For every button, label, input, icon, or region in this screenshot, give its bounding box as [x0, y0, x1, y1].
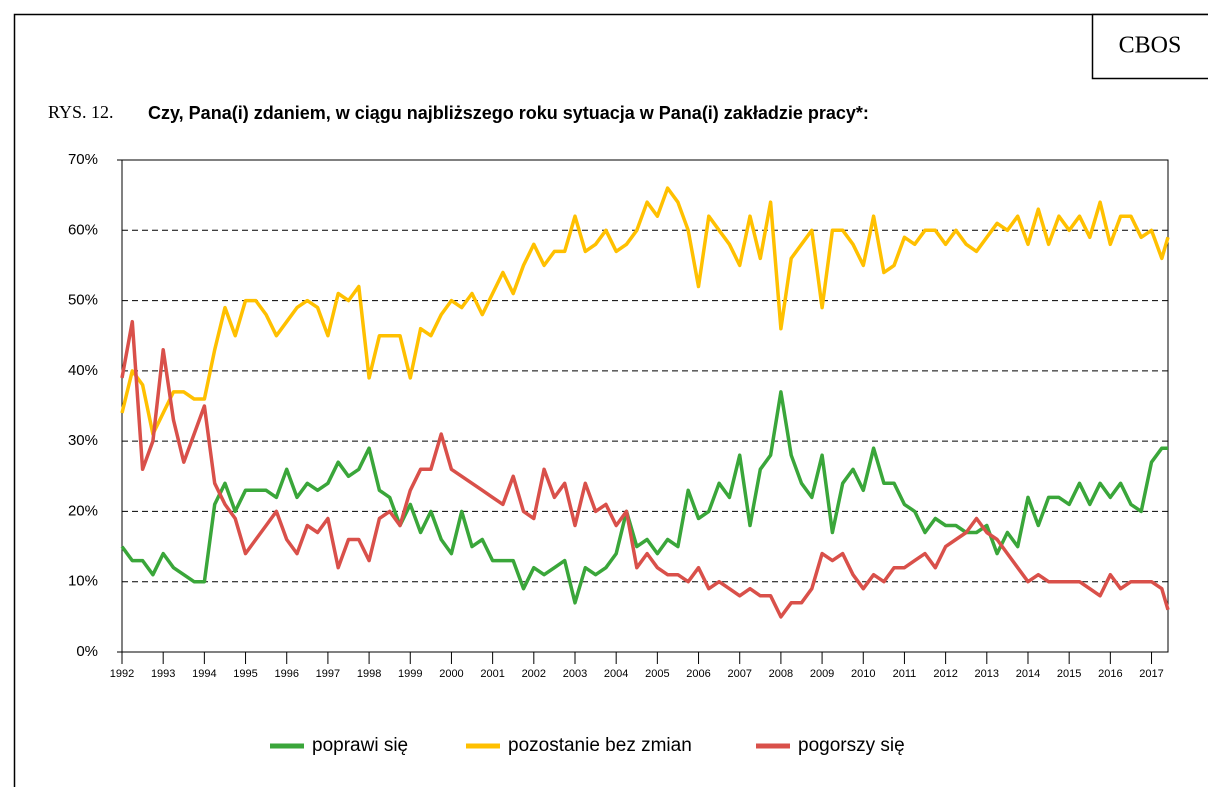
- y-tick-label: 60%: [68, 221, 98, 238]
- header: CBOS: [1119, 33, 1182, 59]
- x-tick-label: 2013: [975, 668, 999, 680]
- y-tick-label: 70%: [68, 151, 98, 168]
- x-tick-label: 2001: [480, 668, 504, 680]
- x-tick-label: 2015: [1057, 668, 1081, 680]
- x-tick-label: 1992: [110, 668, 134, 680]
- x-tick-label: 2008: [769, 668, 793, 680]
- x-tick-label: 2011: [893, 668, 917, 680]
- x-tick-label: 2000: [439, 668, 463, 680]
- plot: 0% 10% 20% 30% 40% 50% 60% 70% 1992 1993 1994 1995 1…: [68, 151, 1170, 756]
- y-tick-label: 10%: [68, 573, 98, 590]
- legend-label: pozostanie bez zmian: [508, 735, 692, 756]
- x-tick-label: 2016: [1098, 668, 1122, 680]
- figure-label: RYS. 12.: [48, 102, 114, 122]
- x-tick-label: 1995: [233, 668, 257, 680]
- x-tick-label: 2012: [933, 668, 957, 680]
- x-tick-label: 2004: [604, 668, 628, 680]
- x-tick-label: 2006: [686, 668, 710, 680]
- x-tick-label: 1994: [192, 668, 216, 680]
- chart-title: Czy, Pana(i) zdaniem, w ciągu najbliższe…: [148, 103, 869, 123]
- y-tick-label: 50%: [68, 292, 98, 309]
- x-tick-label: 1998: [357, 668, 381, 680]
- y-tick-label: 0%: [76, 643, 98, 660]
- x-tick-label: 2017: [1139, 668, 1163, 680]
- series-line: [120, 390, 1168, 605]
- legend-label: poprawi się: [312, 735, 408, 756]
- x-tick-label: 2009: [810, 668, 834, 680]
- x-tick-label: 2010: [851, 668, 875, 680]
- x-tick-label: 2002: [522, 668, 546, 680]
- x-tick-label: 2007: [727, 668, 751, 680]
- header-box: [1091, 13, 1208, 80]
- series-line: [120, 186, 1170, 436]
- plot-border: [121, 159, 1169, 653]
- y-tick-label: 40%: [68, 362, 98, 379]
- y-tick-label: 20%: [68, 502, 98, 519]
- series-line: [120, 319, 1170, 619]
- frame: [13, 13, 1208, 787]
- x-tick-label: 2014: [1016, 668, 1040, 680]
- x-tick-label: 1997: [316, 668, 340, 680]
- legend-label: pogorszy się: [798, 735, 905, 756]
- x-tick-label: 1999: [398, 668, 422, 680]
- x-tick-label: 2003: [563, 668, 587, 680]
- y-tick-label: 30%: [68, 432, 98, 449]
- x-tick-label: 2005: [645, 668, 669, 680]
- x-tick-label: 1993: [151, 668, 175, 680]
- x-tick-label: 1996: [274, 668, 298, 680]
